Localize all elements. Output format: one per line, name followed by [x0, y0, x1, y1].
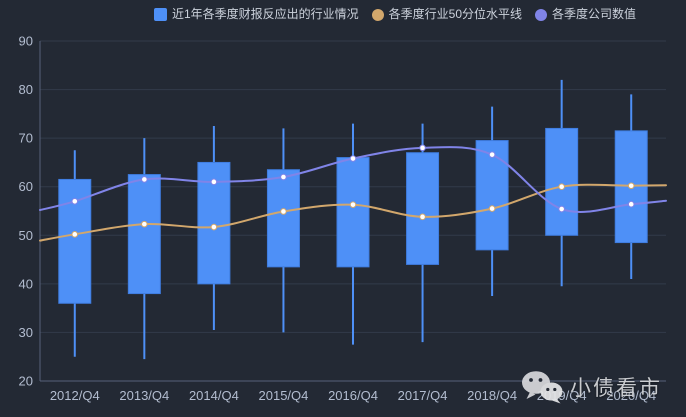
- company-line-point-2012/Q4[interactable]: [71, 197, 79, 205]
- candle-box-2013/Q4[interactable]: [127, 174, 161, 295]
- y-axis-label-90: 90: [19, 34, 33, 49]
- legend-label-median-line: 各季度行业50分位水平线: [388, 7, 523, 21]
- legend-label-industry-range: 近1年各季度财报反应出的行业情况: [171, 7, 359, 21]
- y-axis-label-20: 20: [19, 374, 33, 389]
- candle-box-2015/Q4[interactable]: [266, 169, 300, 268]
- company-line-point-2020/Q4[interactable]: [627, 200, 635, 208]
- y-axis-label-80: 80: [19, 82, 33, 97]
- x-axis-label-2017/Q4: 2017/Q4: [398, 388, 448, 403]
- company-line-point-2016/Q4[interactable]: [349, 155, 357, 162]
- median-line-point-2014/Q4[interactable]: [210, 223, 218, 231]
- x-axis-label-2015/Q4: 2015/Q4: [259, 388, 309, 403]
- y-axis-label-50: 50: [19, 228, 33, 243]
- chart-legend: 近1年各季度财报反应出的行业情况 各季度行业50分位水平线 各季度公司数值: [0, 7, 686, 22]
- y-axis-label-70: 70: [19, 131, 33, 146]
- x-axis-label-2018/Q4: 2018/Q4: [467, 388, 517, 403]
- x-axis-label-2012/Q4: 2012/Q4: [50, 388, 100, 403]
- median-line-point-2013/Q4[interactable]: [141, 220, 148, 228]
- company-line-point-2014/Q4[interactable]: [210, 178, 218, 186]
- company-line-point-2019/Q4[interactable]: [558, 205, 565, 213]
- median-line-point-2017/Q4[interactable]: [419, 213, 426, 221]
- median-line-point-2015/Q4[interactable]: [280, 208, 287, 215]
- candlestick-legend-swatch-icon: [153, 8, 167, 21]
- x-axis-label-2014/Q4: 2014/Q4: [189, 388, 239, 403]
- x-axis-label-2016/Q4: 2016/Q4: [328, 388, 378, 403]
- company-line-point-2015/Q4[interactable]: [280, 173, 287, 181]
- x-axis-label-2013/Q4: 2013/Q4: [119, 388, 169, 403]
- legend-label-company-line: 各季度公司数值: [552, 7, 637, 21]
- median-line-legend-swatch-icon: [371, 8, 384, 21]
- y-axis-label-30: 30: [19, 325, 33, 340]
- median-line-point-2020/Q4[interactable]: [627, 182, 635, 190]
- company-line-point-2017/Q4[interactable]: [419, 144, 426, 152]
- x-axis-label-2019/Q4: 2019/Q4: [537, 388, 587, 403]
- legend-item-median-line[interactable]: 各季度行业50分位水平线: [371, 7, 523, 22]
- median-line-point-2019/Q4[interactable]: [558, 183, 565, 191]
- candle-box-2017/Q4[interactable]: [406, 152, 440, 265]
- median-line-point-2016/Q4[interactable]: [349, 201, 357, 208]
- y-axis-label-60: 60: [19, 179, 33, 194]
- candle-box-2019/Q4[interactable]: [545, 127, 579, 236]
- candle-box-2014/Q4[interactable]: [197, 161, 231, 285]
- median-line-point-2012/Q4[interactable]: [71, 231, 79, 238]
- company-line-point-2013/Q4[interactable]: [141, 176, 148, 183]
- company-line-legend-swatch-icon: [535, 8, 548, 21]
- candle-box-2018/Q4[interactable]: [475, 140, 509, 251]
- candle-box-2016/Q4[interactable]: [336, 157, 370, 268]
- company-line-point-2018/Q4[interactable]: [488, 151, 496, 158]
- legend-item-company-line[interactable]: 各季度公司数值: [535, 7, 636, 22]
- x-axis-label-2020/Q4: 2020/Q4: [606, 388, 656, 403]
- legend-item-industry-range[interactable]: 近1年各季度财报反应出的行业情况: [153, 7, 359, 22]
- median-line-point-2018/Q4[interactable]: [488, 205, 496, 212]
- y-axis-label-40: 40: [19, 276, 33, 291]
